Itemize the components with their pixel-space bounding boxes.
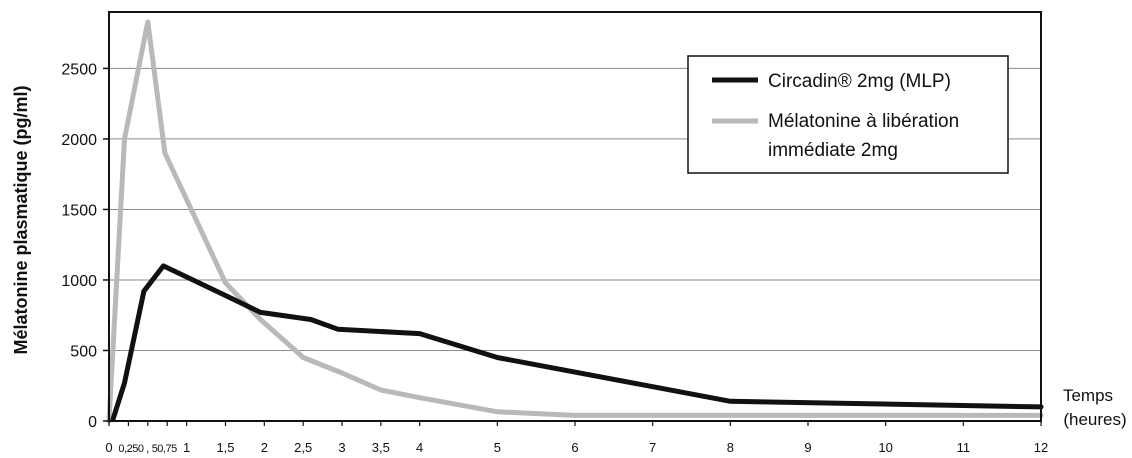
x-tick-label: 6 xyxy=(571,440,578,455)
x-tick-label: 2 xyxy=(261,440,268,455)
x-tick-label: 0 xyxy=(105,440,112,455)
x-tick-label: 0,75 xyxy=(157,443,177,455)
x-tick-label: 3,5 xyxy=(372,440,390,455)
x-tick-label: 3 xyxy=(338,440,345,455)
y-tick-label: 1000 xyxy=(61,273,97,290)
x-tick-label: 4 xyxy=(416,440,423,455)
x-tick-label: 0,5 xyxy=(138,443,158,455)
x-tick-label: 0,25 xyxy=(118,443,138,455)
y-tick-label: 1500 xyxy=(61,202,97,219)
legend-box xyxy=(687,55,1009,174)
series-line-immediate-release xyxy=(106,19,1044,424)
y-axis-ticks: 0 500 1000 1500 2000 2500 xyxy=(61,61,109,431)
x-tick-label: 11 xyxy=(957,440,971,455)
x-tick-label: 2,5 xyxy=(294,440,312,455)
x-tick-label: 5 xyxy=(494,440,501,455)
y-tick-label: 2500 xyxy=(61,61,97,78)
y-tick-label: 500 xyxy=(70,343,97,360)
legend-label-circadin: Circadin® 2mg (MLP) xyxy=(768,71,951,92)
x-tick-label: 1,5 xyxy=(216,440,234,455)
x-tick-label: 9 xyxy=(804,440,811,455)
x-tick-label: 8 xyxy=(727,440,734,455)
x-tick-label: 10 xyxy=(878,440,892,455)
x-axis-ticks: 0 0,25 0,5 0,75 1 1,5 2 2,5 3 3,5 4 5 6 7 8 9 10 11 12 xyxy=(105,421,1048,455)
x-tick-label: 12 xyxy=(1034,440,1048,455)
series-line-circadin xyxy=(110,263,1044,423)
y-axis-title: Mélatonine plasmatique (pg/ml) xyxy=(11,85,31,354)
x-tick-label: 1 xyxy=(183,440,190,455)
x-axis-title-line2: (heures) xyxy=(1063,410,1126,429)
y-tick-label: 2000 xyxy=(61,132,97,149)
x-tick-label: 7 xyxy=(649,440,656,455)
legend: Circadin® 2mg (MLP) Mélatonine à libérat… xyxy=(687,55,1009,174)
legend-label-immediate-line1: Mélatonine à libération xyxy=(768,111,959,132)
legend-label-immediate-line2: immédiate 2mg xyxy=(768,140,898,161)
y-tick-label: 0 xyxy=(88,414,97,431)
series-lines xyxy=(106,19,1044,424)
x-axis-title-line1: Temps xyxy=(1063,386,1113,405)
